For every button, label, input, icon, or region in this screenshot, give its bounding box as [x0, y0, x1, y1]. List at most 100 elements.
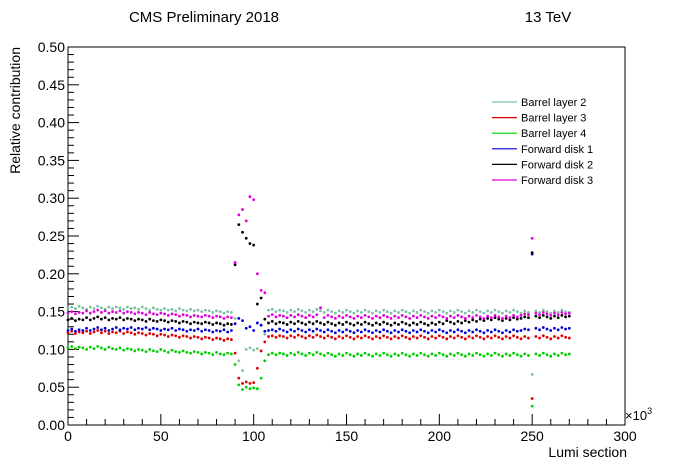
data-point [296, 307, 300, 311]
data-point [419, 308, 423, 312]
data-point [423, 322, 426, 326]
data-point [560, 351, 564, 355]
data-point [170, 307, 174, 311]
data-point [497, 335, 501, 339]
data-point [170, 319, 174, 323]
data-point [322, 330, 326, 334]
data-point [371, 317, 374, 320]
data-point [192, 329, 196, 332]
data-point [144, 313, 148, 317]
data-point [400, 351, 404, 355]
data-point [155, 327, 159, 331]
data-point [181, 320, 185, 323]
data-point [478, 353, 482, 357]
data-point [148, 317, 152, 321]
data-point [515, 353, 519, 357]
data-point [512, 328, 515, 332]
data-point [77, 310, 81, 314]
data-point [545, 310, 549, 313]
data-point [255, 302, 259, 306]
data-point [211, 353, 215, 357]
data-point [515, 329, 519, 333]
data-point [449, 335, 452, 338]
data-point [519, 329, 523, 332]
data-point [248, 195, 252, 199]
data-point [445, 317, 449, 320]
data-point [341, 330, 345, 334]
data-point [467, 314, 471, 318]
data-point [489, 336, 493, 340]
data-point [100, 306, 103, 310]
data-point [174, 313, 178, 317]
data-point [404, 329, 408, 333]
data-point [218, 315, 222, 319]
data-point [92, 327, 96, 331]
data-point [478, 335, 482, 339]
data-point [152, 306, 155, 310]
data-point [378, 330, 382, 334]
data-point [475, 334, 478, 338]
data-point [367, 315, 371, 319]
data-point [166, 313, 170, 317]
data-point [345, 320, 348, 324]
y-tick-label: 0.25 [38, 228, 65, 244]
data-point [426, 331, 430, 335]
data-point [538, 310, 541, 314]
data-point [233, 261, 237, 264]
data-point [437, 320, 441, 324]
data-point [333, 354, 337, 358]
data-point [486, 314, 490, 318]
data-point [315, 327, 319, 331]
data-point [300, 329, 304, 332]
data-point [460, 310, 464, 313]
data-point [222, 323, 226, 327]
data-point [88, 318, 92, 322]
data-point [493, 313, 497, 317]
data-point [122, 348, 126, 352]
data-point [118, 328, 122, 332]
data-point [304, 336, 308, 340]
data-point [397, 336, 400, 340]
data-point [307, 320, 311, 324]
data-point [341, 316, 345, 320]
data-point [166, 328, 170, 332]
data-point [508, 330, 512, 334]
legend-label: Barrel layer 3 [521, 113, 586, 125]
data-point [341, 323, 345, 326]
data-point [281, 309, 285, 313]
data-point [296, 320, 300, 323]
data-point [107, 305, 111, 309]
data-point [374, 335, 378, 338]
data-point [196, 327, 200, 331]
header-left: CMS Preliminary 2018 [129, 9, 279, 26]
data-point [326, 351, 330, 355]
data-point [408, 331, 412, 335]
data-point [389, 354, 393, 358]
data-point [452, 336, 456, 340]
data-point [133, 312, 137, 316]
data-point [166, 351, 170, 354]
data-point [137, 310, 140, 314]
data-point [181, 313, 185, 317]
data-point [527, 336, 530, 340]
data-point [426, 337, 430, 341]
data-point [430, 335, 434, 338]
data-point [215, 336, 218, 340]
y-tick-label: 0.00 [38, 417, 65, 433]
data-point [126, 317, 129, 320]
data-point [74, 307, 77, 310]
data-point [111, 347, 114, 351]
data-point [482, 317, 486, 320]
data-point [319, 329, 322, 332]
data-point [140, 305, 144, 309]
data-point [192, 313, 196, 317]
data-point [270, 334, 274, 338]
x-axis-multiplier: ×103 [625, 406, 652, 423]
data-point [192, 309, 196, 313]
data-point [263, 329, 267, 333]
data-point [267, 329, 270, 332]
data-point [315, 307, 319, 311]
data-point [356, 329, 360, 332]
y-tick-label: 0.45 [38, 77, 65, 93]
data-point [319, 335, 322, 338]
